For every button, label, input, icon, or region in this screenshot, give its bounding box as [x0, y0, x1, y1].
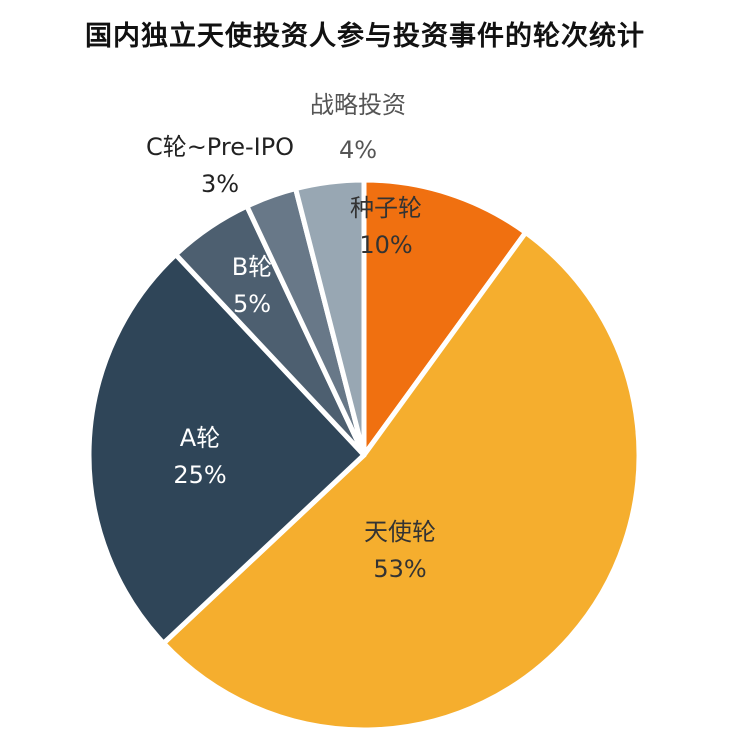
slice-percent-label: 10%: [359, 231, 412, 259]
slice-percent-label: 25%: [173, 461, 226, 489]
slice-name-label: B轮: [232, 253, 272, 281]
pie-slice-5: [293, 177, 367, 458]
chart-title: 国内独立天使投资人参与投资事件的轮次统计: [85, 21, 645, 52]
slice-name-label: 战略投资: [310, 91, 406, 119]
pie-slice-1: [161, 230, 642, 733]
slice-percent-label: 5%: [233, 290, 271, 318]
slice-percent-label: 4%: [339, 136, 377, 164]
pie-slice-2: [86, 252, 367, 646]
slice-name-label: C轮~Pre-IPO: [146, 133, 294, 161]
slice-percent-label: 3%: [201, 170, 239, 198]
slice-name-label: A轮: [180, 424, 220, 452]
slice-name-label: 种子轮: [350, 194, 422, 222]
slice-name-label: 天使轮: [364, 518, 436, 546]
slice-percent-label: 53%: [373, 555, 426, 583]
pie-slice-0: [361, 177, 529, 458]
